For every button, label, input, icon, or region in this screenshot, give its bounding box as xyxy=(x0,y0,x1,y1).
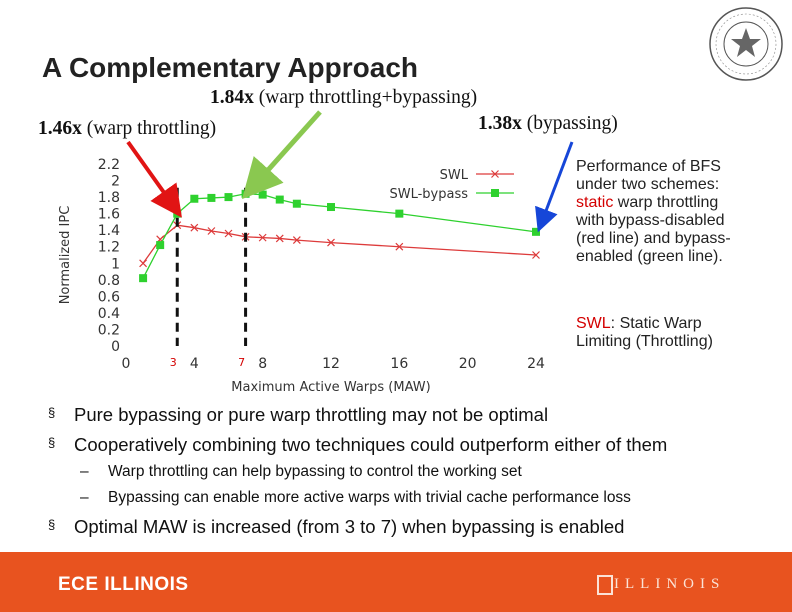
dash-icon: – xyxy=(80,489,89,506)
data-point-swl-bypass xyxy=(190,194,199,203)
side-note-line: (red line) and bypass- xyxy=(576,230,731,247)
data-point-swl-bypass xyxy=(395,209,404,218)
y-tick-label: 0.4 xyxy=(98,306,120,322)
side-note-line: Performance of BFS xyxy=(576,158,721,175)
y-tick-label: 2 xyxy=(111,174,120,190)
arrow-red xyxy=(126,140,182,218)
x-tick-label: 12 xyxy=(322,356,340,372)
legend-label-swl: SWL xyxy=(440,168,469,183)
bfs-performance-chart: 00.20.40.60.811.21.41.61.822.20 4 8 12 16 20 2… xyxy=(58,110,574,395)
annotation-throttle-text: (warp throttling) xyxy=(81,118,217,139)
bullet-icon: § xyxy=(48,405,56,420)
annotation-throttle: 1.46x (warp throttling) xyxy=(38,118,216,140)
x-tick-label: 24 xyxy=(527,356,545,372)
data-point-swl-bypass xyxy=(532,227,540,236)
x-axis-label: Maximum Active Warps (MAW) xyxy=(231,380,430,395)
x-tick-label: 8 xyxy=(258,356,267,372)
side-note-line: with bypass-disabled xyxy=(576,212,725,229)
sub-bullet-text: Warp throttling can help bypassing to co… xyxy=(108,463,522,480)
sub-bullet-item: – Bypassing can enable more active warps … xyxy=(80,489,631,507)
optimal-maw-label: 7 xyxy=(238,356,245,369)
x-tick-label: 0 xyxy=(122,356,131,372)
arrow-green xyxy=(241,110,322,200)
y-tick-label: 1.2 xyxy=(98,240,120,256)
y-tick-label: 1.8 xyxy=(98,190,120,206)
bullet-item: § Cooperatively combining two techniques … xyxy=(48,434,668,456)
data-point-swl-bypass xyxy=(156,241,165,250)
data-point-swl xyxy=(292,236,301,245)
data-point-swl xyxy=(139,259,148,268)
y-tick-label: 0.2 xyxy=(98,322,120,338)
swl-note-text: : Static Warp xyxy=(610,315,702,332)
data-point-swl xyxy=(258,233,267,242)
annotation-bypass: 1.38x (bypassing) xyxy=(478,113,618,135)
y-tick-label: 1 xyxy=(111,256,120,272)
bullet-icon: § xyxy=(48,435,56,450)
footer-right-logo: ILLINOIS xyxy=(614,576,726,592)
footer-bar: ECE ILLINOIS ILLINOIS xyxy=(0,552,792,612)
annotation-throttle-bypass-text: (warp throttling+bypassing) xyxy=(253,87,478,108)
data-point-swl-bypass xyxy=(207,193,216,202)
optimal-maw-label: 3 xyxy=(170,356,177,369)
bullet-icon: § xyxy=(48,517,56,532)
data-point-swl-bypass xyxy=(224,193,233,202)
legend-label-swl-bypass: SWL-bypass xyxy=(389,187,468,202)
footer-left-logo: ECE ILLINOIS xyxy=(58,574,189,595)
data-point-swl xyxy=(275,234,284,243)
bullet-text: Pure bypassing or pure warp throttling m… xyxy=(74,404,549,425)
data-point-swl-bypass xyxy=(258,190,267,199)
illinois-mark-icon xyxy=(597,575,613,595)
y-axis-label: Normalized IPC xyxy=(58,206,73,305)
sub-bullet-text: Bypassing can enable more active warps w… xyxy=(108,489,631,506)
annotation-throttle-bypass-value: 1.84x xyxy=(210,87,254,108)
y-tick-label: 0 xyxy=(111,339,120,355)
y-tick-label: 0.6 xyxy=(98,289,120,305)
data-point-swl xyxy=(190,223,199,232)
series-line-swl-bypass xyxy=(142,193,537,279)
side-note-line: under two schemes: xyxy=(576,176,720,193)
swl-note: SWL: Static Warp Limiting (Throttling) xyxy=(576,315,713,351)
legend-marker-swl-bypass xyxy=(491,189,499,197)
data-point-swl-bypass xyxy=(275,195,284,204)
dash-icon: – xyxy=(80,463,89,480)
annotation-throttle-value: 1.46x xyxy=(38,118,82,139)
bullet-item: § Optimal MAW is increased (from 3 to 7) … xyxy=(48,516,625,538)
x-tick-label: 4 xyxy=(190,356,199,372)
swl-note-line: SWL: Static Warp xyxy=(576,315,713,333)
data-point-swl xyxy=(224,229,233,238)
university-seal-logo xyxy=(709,7,783,81)
swl-note-label: SWL xyxy=(576,315,611,332)
x-tick-label: 16 xyxy=(390,356,408,372)
y-tick-label: 1.6 xyxy=(98,207,120,223)
y-tick-label: 2.2 xyxy=(98,157,120,173)
data-point-swl xyxy=(395,242,404,251)
bullet-text: Optimal MAW is increased (from 3 to 7) w… xyxy=(74,516,625,537)
data-point-swl-bypass xyxy=(139,274,148,283)
data-point-swl xyxy=(327,238,335,247)
side-note-static: static xyxy=(576,194,614,211)
slide-title: A Complementary Approach xyxy=(42,52,418,83)
sub-bullet-item: – Warp throttling can help bypassing to c… xyxy=(80,463,522,481)
x-tick-label: 20 xyxy=(459,356,477,372)
annotation-bypass-text: (bypassing) xyxy=(521,113,618,134)
data-point-swl-bypass xyxy=(327,203,335,212)
side-note-line: static warp throttling xyxy=(576,194,731,212)
annotation-bypass-value: 1.38x xyxy=(478,113,522,134)
data-point-swl xyxy=(207,227,216,235)
arrow-blue xyxy=(535,141,574,233)
side-note-line3: warp throttling xyxy=(613,194,719,211)
swl-note-line: Limiting (Throttling) xyxy=(576,333,713,350)
data-point-swl-bypass xyxy=(292,199,301,208)
bullet-text: Cooperatively combining two techniques c… xyxy=(74,434,668,455)
side-note: Performance of BFS under two schemes: st… xyxy=(576,158,731,266)
legend-marker-swl xyxy=(491,170,499,178)
bullet-item: § Pure bypassing or pure warp throttling … xyxy=(48,404,549,426)
annotation-throttle-bypass: 1.84x (warp throttling+bypassing) xyxy=(210,87,477,109)
data-point-swl xyxy=(532,251,540,259)
side-note-line: enabled (green line). xyxy=(576,248,723,265)
y-tick-label: 1.4 xyxy=(98,223,120,239)
y-tick-label: 0.8 xyxy=(98,273,120,289)
series-line-swl xyxy=(142,224,537,264)
